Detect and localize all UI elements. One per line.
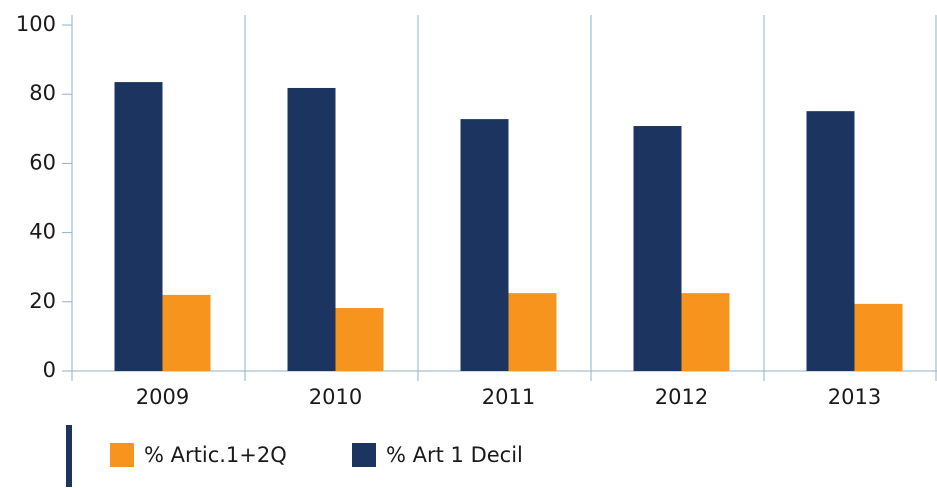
y-tick-label: 40 <box>29 220 56 244</box>
x-tick-label: 2012 <box>655 385 708 409</box>
x-tick-label: 2013 <box>828 385 881 409</box>
bar <box>854 303 903 371</box>
legend-label: % Art 1 Decil <box>386 443 523 467</box>
y-tick-label: 0 <box>43 358 56 382</box>
bar <box>508 293 557 371</box>
bar <box>460 119 509 371</box>
x-tick-label: 2010 <box>309 385 362 409</box>
legend-swatch <box>110 443 134 467</box>
y-tick-label: 60 <box>29 150 56 174</box>
y-tick-label: 100 <box>16 12 56 36</box>
bar <box>114 82 163 371</box>
bar <box>681 293 730 371</box>
bar <box>633 126 682 371</box>
bar <box>162 294 211 371</box>
x-tick-label: 2009 <box>136 385 189 409</box>
bar <box>335 308 384 371</box>
legend-label: % Artic.1+2Q <box>144 443 287 467</box>
y-tick-label: 80 <box>29 81 56 105</box>
bar <box>806 111 855 372</box>
legend-accent <box>66 425 72 487</box>
legend-swatch <box>352 443 376 467</box>
x-tick-label: 2011 <box>482 385 535 409</box>
bar <box>287 87 336 372</box>
y-tick-label: 20 <box>29 289 56 313</box>
